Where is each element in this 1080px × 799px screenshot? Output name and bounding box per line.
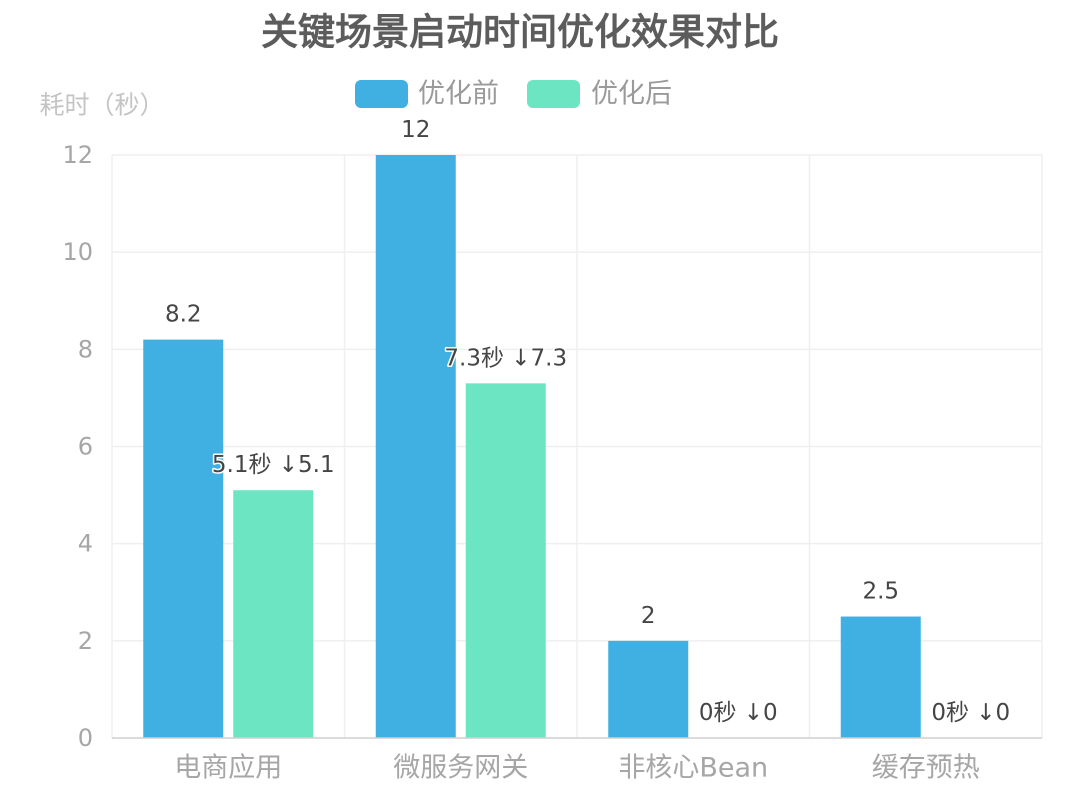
bar xyxy=(375,155,456,738)
bars xyxy=(143,155,921,738)
y-tick-label: 0 xyxy=(78,724,93,752)
data-label: 0秒 ↓0 xyxy=(931,700,1010,726)
bar xyxy=(143,339,224,738)
data-label: 2 xyxy=(641,603,656,629)
data-label: 0秒 ↓0 xyxy=(699,700,778,726)
data-labels: 8.2 5.1秒 ↓5.1 12 7.3秒 ↓7.3 2 0秒 ↓0 2.5 0秒 ↓0 xyxy=(163,116,1011,728)
y-tick-label: 4 xyxy=(78,530,93,558)
legend: 优化前 优化后 xyxy=(355,79,672,110)
data-label: 12 xyxy=(401,117,430,143)
data-label: 7.3秒 ↓7.3 xyxy=(444,345,567,371)
bar xyxy=(233,490,314,738)
x-tick-label: 微服务网关 xyxy=(393,753,528,784)
y-tick-label: 12 xyxy=(62,141,93,169)
y-axis-title: 耗时（秒） xyxy=(39,91,164,120)
chart-title: 关键场景启动时间优化效果对比 xyxy=(261,11,779,54)
bar xyxy=(608,640,689,738)
data-label: 8.2 xyxy=(165,302,202,328)
axes: 0 2 4 6 8 10 12 电商应用 微服务网关 非核心Bean 缓存预热 xyxy=(62,141,1042,784)
data-label: 2.5 xyxy=(862,579,899,605)
y-tick-label: 8 xyxy=(78,335,93,363)
y-tick-label: 10 xyxy=(62,238,93,266)
bar xyxy=(840,616,921,738)
y-tick-label: 2 xyxy=(78,627,93,655)
legend-label: 优化后 xyxy=(591,79,672,110)
legend-label: 优化前 xyxy=(418,79,499,110)
legend-item-after[interactable]: 优化后 xyxy=(527,79,672,110)
legend-item-before[interactable]: 优化前 xyxy=(355,79,499,110)
data-label: 5.1秒 ↓5.1 xyxy=(212,452,335,478)
legend-swatch xyxy=(527,80,580,108)
legend-swatch xyxy=(355,80,408,108)
bar xyxy=(465,383,546,738)
x-tick-label: 缓存预热 xyxy=(872,753,980,784)
x-tick-label: 电商应用 xyxy=(174,753,282,784)
x-tick-label: 非核心Bean xyxy=(618,753,768,784)
y-tick-label: 6 xyxy=(78,433,93,461)
